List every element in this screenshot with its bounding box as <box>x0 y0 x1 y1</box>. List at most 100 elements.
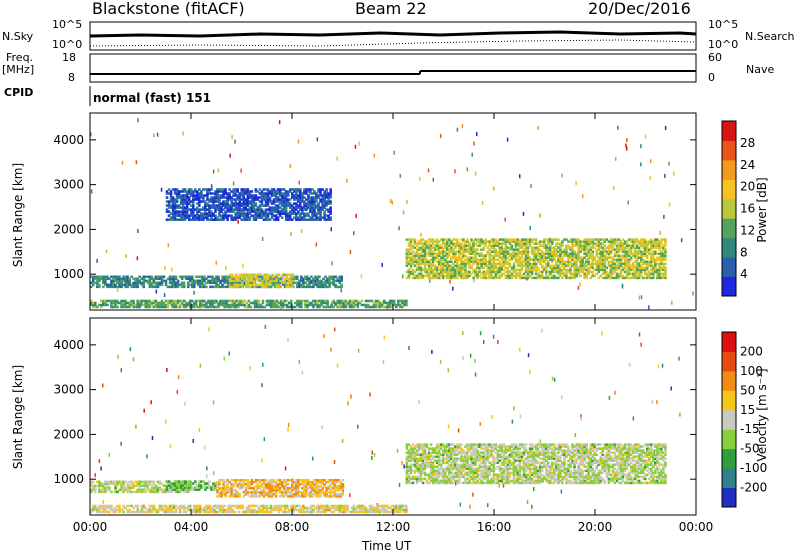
echo-cell <box>452 276 455 280</box>
echo-cell <box>617 262 621 266</box>
echo-cell <box>210 214 213 217</box>
echo-speckle <box>371 455 373 460</box>
echo-cell <box>561 250 564 253</box>
echo-cell <box>229 305 232 309</box>
echo-cell <box>498 262 502 266</box>
echo-cell <box>462 254 465 257</box>
echo-cell <box>272 218 276 221</box>
echo-cell <box>575 256 578 260</box>
echo-cell <box>561 240 564 243</box>
echo-cell <box>253 299 257 303</box>
echo-cell <box>248 190 252 193</box>
echo-cell <box>460 258 463 262</box>
echo-cell <box>579 264 582 268</box>
echo-cell <box>526 254 530 257</box>
echo-cell <box>112 279 115 283</box>
echo-cell <box>450 242 453 245</box>
echo-speckle <box>640 342 642 347</box>
echo-cell <box>226 200 229 203</box>
station-title: Blackstone (fitACF) <box>92 0 245 18</box>
echo-cell <box>514 244 518 247</box>
echo-cell <box>166 482 170 486</box>
date-title: 20/Dec/2016 <box>588 0 691 18</box>
echo-cell <box>522 252 526 255</box>
echo-cell <box>518 268 522 272</box>
echo-cell <box>158 275 162 279</box>
echo-cell <box>297 200 300 203</box>
echo-cell <box>238 482 241 486</box>
echo-speckle <box>580 414 582 419</box>
echo-cell <box>597 238 601 241</box>
echo-cell <box>621 244 625 247</box>
echo-cell <box>520 262 524 266</box>
echo-cell <box>315 214 318 217</box>
echo-cell <box>435 244 439 247</box>
echo-cell <box>288 216 292 219</box>
echo-cell <box>421 256 425 260</box>
echo-cell <box>662 246 665 249</box>
echo-cell <box>321 196 324 199</box>
echo-cell <box>656 274 659 278</box>
echo-cell <box>466 274 469 278</box>
echo-cell <box>260 194 264 197</box>
echo-cell <box>498 274 502 278</box>
echo-cell <box>311 208 314 211</box>
echo-cell <box>260 210 264 213</box>
echo-cell <box>482 274 485 278</box>
echo-cell <box>172 301 176 305</box>
echo-cell <box>134 285 137 289</box>
echo-cell <box>197 299 200 303</box>
echo-cell <box>625 260 629 264</box>
echo-cell <box>405 303 408 307</box>
echo-cell <box>573 272 576 276</box>
echo-cell <box>407 274 411 278</box>
echo-cell <box>504 262 508 266</box>
echo-cell <box>329 194 332 197</box>
echo-cell <box>319 218 322 221</box>
echo-cell <box>619 254 623 257</box>
echo-cell <box>295 196 298 199</box>
echo-cell <box>295 489 298 492</box>
echo-cell <box>472 260 475 264</box>
echo-cell <box>215 277 218 281</box>
echo-cell <box>254 210 258 213</box>
echo-cell <box>460 248 463 251</box>
echo-cell <box>336 277 339 281</box>
echo-cell <box>581 258 584 262</box>
echo-cell <box>208 208 211 211</box>
echo-cell <box>658 262 661 266</box>
echo-cell <box>122 480 125 484</box>
echo-cell <box>627 262 631 266</box>
echo-cell <box>192 206 195 209</box>
echo-cell <box>332 281 335 285</box>
echo-cell <box>193 301 196 305</box>
echo-cell <box>439 272 443 276</box>
echo-cell <box>520 244 524 247</box>
echo-cell <box>458 266 461 270</box>
echo-cell <box>300 303 303 307</box>
echo-cell <box>656 246 659 249</box>
echo-cell <box>216 206 219 209</box>
echo-cell <box>480 240 483 243</box>
echo-speckle <box>541 328 543 333</box>
echo-cell <box>607 264 611 268</box>
echo-cell <box>234 204 237 207</box>
echo-speckle <box>502 483 505 488</box>
echo-cell <box>575 270 578 274</box>
echo-cell <box>382 299 386 303</box>
echo-cell <box>288 212 292 215</box>
echo-cell <box>273 277 277 281</box>
echo-cell <box>277 285 280 289</box>
echo-cell <box>565 246 568 249</box>
echo-cell <box>268 489 272 492</box>
echo-cell <box>280 196 284 199</box>
echo-cell <box>583 240 586 243</box>
echo-cell <box>281 281 284 285</box>
echo-cell <box>664 254 667 257</box>
echo-cell <box>148 285 152 289</box>
echo-cell <box>183 198 187 201</box>
echo-cell <box>110 303 113 307</box>
echo-cell <box>255 301 259 305</box>
echo-cell <box>518 274 522 278</box>
echo-cell <box>650 244 653 247</box>
